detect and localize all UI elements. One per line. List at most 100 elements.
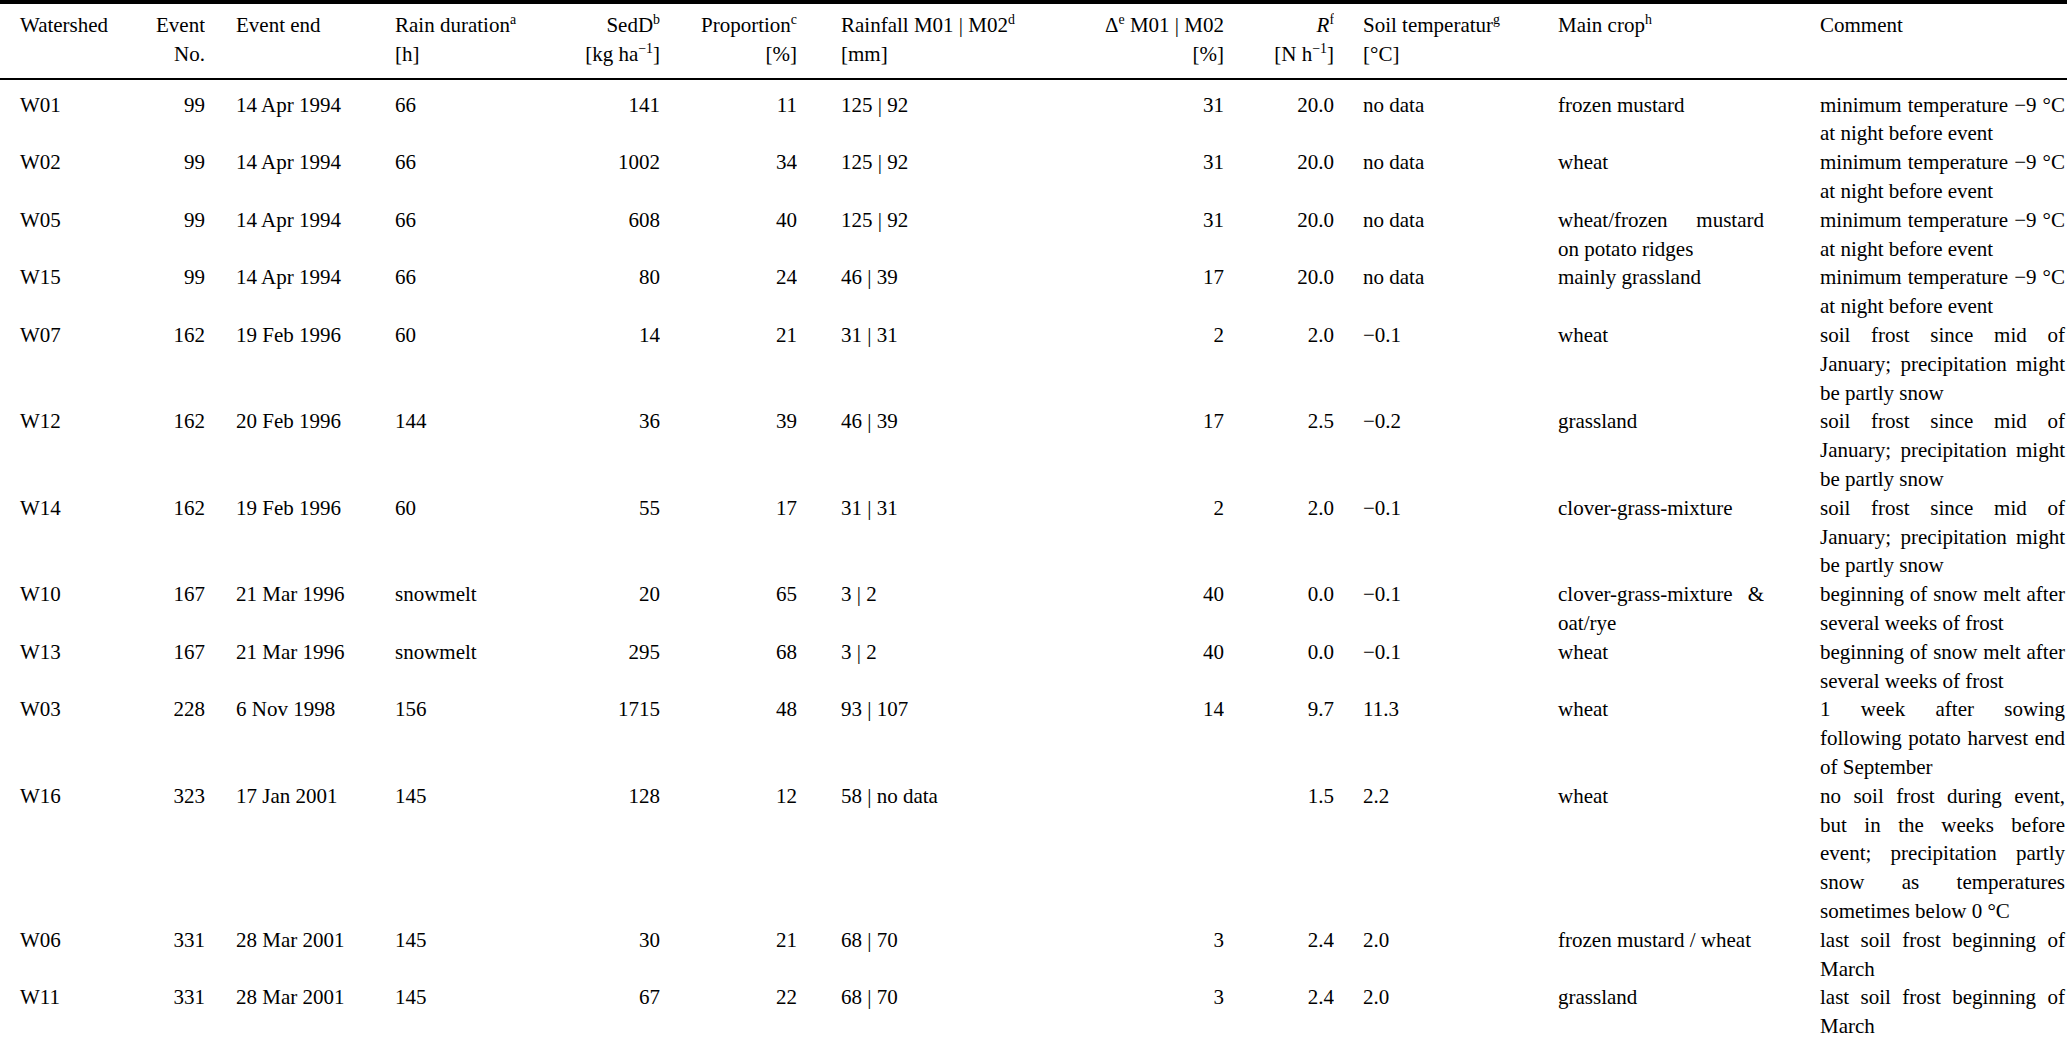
cell-r: 2.0 [1224,321,1334,407]
cell-event-end: 28 Mar 2001 [205,926,395,984]
cell-delta: 2 [1030,321,1224,407]
cell-event-end: 14 Apr 1994 [205,263,395,321]
cell-main-crop: wheat [1529,638,1764,696]
unit-text: No. [174,42,205,66]
cell-rain-duration: 60 [395,321,545,407]
cell-event-end: 19 Feb 1996 [205,494,395,580]
label-text: Event [156,13,205,37]
cell-event-end: 21 Mar 1996 [205,638,395,696]
cell-rain-duration: 66 [395,206,545,264]
cell-main-crop: grassland [1529,983,1764,1053]
cell-comment: soil frost since mid of January; precipi… [1764,407,2067,493]
column-header-delta: Δe M01 | M02 [%] [1030,4,1224,79]
label-text: Δ [1105,13,1119,37]
cell-comment: minimum temperature −9 °C at night befor… [1764,206,2067,264]
cell-sedd: 80 [545,263,660,321]
cell-soil-temp: −0.1 [1334,580,1529,638]
cell-delta: 40 [1030,638,1224,696]
cell-event-no: 167 [120,580,205,638]
cell-rain-duration: 144 [395,407,545,493]
unit-text: [%] [1193,42,1224,66]
cell-proportion: 48 [660,695,797,781]
cell-event-end: 6 Nov 1998 [205,695,395,781]
table-row: W13 167 21 Mar 1996 snowmelt 295 68 3 | … [0,638,2067,696]
table-row: W02 99 14 Apr 1994 66 1002 34 125 | 92 3… [0,148,2067,206]
paper-page: Watershed Event No. Event end Rain durat… [0,0,2067,1053]
cell-main-crop: clover-grass-mixture [1529,494,1764,580]
cell-comment: minimum temperature −9 °C at night befor… [1764,148,2067,206]
cell-rain-duration: 66 [395,148,545,206]
cell-event-end: 17 Jan 2001 [205,782,395,926]
footnote-marker: g [1493,12,1500,27]
cell-proportion: 21 [660,926,797,984]
column-header-event-end: Event end [205,4,395,79]
cell-main-crop: wheat [1529,782,1764,926]
column-label: Δe M01 | M02 [1030,11,1224,40]
label-text: Event end [236,13,321,37]
cell-event-end: 21 Mar 1996 [205,580,395,638]
cell-delta: 2 [1030,494,1224,580]
cell-watershed: W11 [0,983,120,1053]
footnote-marker: d [1008,12,1015,27]
cell-soil-temp: 11.3 [1334,695,1529,781]
cell-event-no: 162 [120,321,205,407]
cell-rain-duration: snowmelt [395,638,545,696]
cell-r: 2.4 [1224,926,1334,984]
cell-sedd: 295 [545,638,660,696]
cell-delta: 3 [1030,983,1224,1053]
column-unit [1820,40,2065,69]
cell-rainfall: 68 | 70 [797,983,1030,1053]
cell-proportion: 65 [660,580,797,638]
cell-event-end: 19 Feb 1996 [205,321,395,407]
cell-soil-temp: no data [1334,148,1529,206]
cell-event-no: 331 [120,983,205,1053]
cell-event-no: 162 [120,494,205,580]
column-label: Rain durationa [395,11,545,40]
cell-event-end: 14 Apr 1994 [205,148,395,206]
table-row: W16 323 17 Jan 2001 145 128 12 58 | no d… [0,782,2067,926]
cell-proportion: 12 [660,782,797,926]
table-row: W06 331 28 Mar 2001 145 30 21 68 | 70 3 … [0,926,2067,984]
unit-text-post: ] [1327,42,1334,66]
cell-delta: 17 [1030,407,1224,493]
cell-r: 0.0 [1224,638,1334,696]
table-row: W05 99 14 Apr 1994 66 608 40 125 | 92 31… [0,206,2067,264]
unit-sup: −1 [638,41,653,56]
column-label: Rf [1224,11,1334,40]
table-header-row: Watershed Event No. Event end Rain durat… [0,4,2067,79]
column-header-rain-duration: Rain durationa [h] [395,4,545,79]
column-header-watershed: Watershed [0,4,120,79]
column-label: Comment [1820,11,2065,40]
unit-text: [N h [1274,42,1312,66]
label-text: SedD [606,13,653,37]
column-label: Event end [236,11,395,40]
cell-proportion: 68 [660,638,797,696]
cell-comment: last soil frost beginning of March [1764,926,2067,984]
unit-text: [kg ha [585,42,638,66]
cell-main-crop: mainly grassland [1529,263,1764,321]
cell-delta: 14 [1030,695,1224,781]
cell-rainfall: 68 | 70 [797,926,1030,984]
cell-sedd: 36 [545,407,660,493]
cell-comment: last soil frost beginning of March [1764,983,2067,1053]
cell-r: 9.7 [1224,695,1334,781]
cell-main-crop: frozen mustard [1529,79,1764,149]
cell-main-crop: wheat/frozen mustard on potato ridges [1529,206,1764,264]
cell-comment: soil frost since mid of January; precipi… [1764,494,2067,580]
cell-r: 2.4 [1224,983,1334,1053]
cell-main-crop: grassland [1529,407,1764,493]
cell-proportion: 40 [660,206,797,264]
cell-event-no: 99 [120,79,205,149]
cell-comment: minimum temperature −9 °C at night befor… [1764,263,2067,321]
cell-rainfall: 3 | 2 [797,580,1030,638]
cell-proportion: 39 [660,407,797,493]
cell-main-crop: wheat [1529,695,1764,781]
table-row: W03 228 6 Nov 1998 156 1715 48 93 | 107 … [0,695,2067,781]
column-label: Rainfall M01 | M02d [841,11,1030,40]
cell-event-end: 14 Apr 1994 [205,79,395,149]
label-text: Watershed [20,13,108,37]
cell-r: 20.0 [1224,148,1334,206]
cell-event-no: 331 [120,926,205,984]
cell-event-no: 99 [120,206,205,264]
unit-text: [h] [395,42,420,66]
